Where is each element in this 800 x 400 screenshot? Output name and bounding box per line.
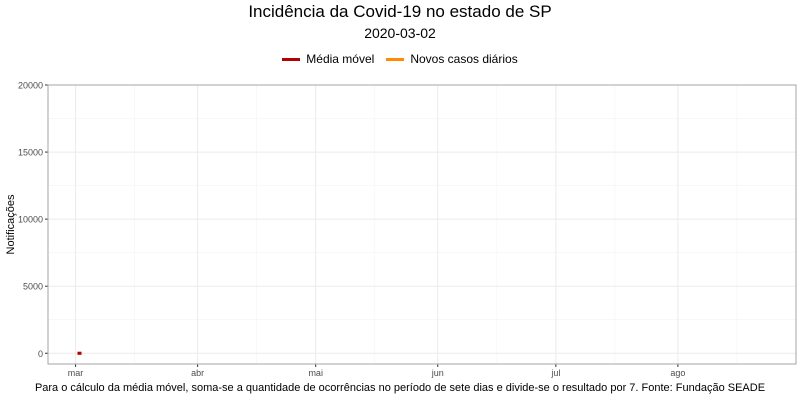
x-tick-label: mai (308, 368, 323, 378)
y-tick-label: 5000 (23, 282, 43, 292)
legend-label-novos-casos: Novos casos diários (410, 52, 518, 66)
chart-subtitle: 2020-03-02 (364, 25, 436, 41)
chart-caption: Para o cálculo da média móvel, soma-se a… (34, 382, 766, 394)
y-tick-label: 10000 (18, 215, 43, 225)
legend-label-media-movel: Média móvel (306, 52, 375, 66)
chart-legend: Média móvel Novos casos diários (0, 52, 800, 66)
x-tick-label: abr (191, 368, 204, 378)
chart-title: Incidência da Covid-19 no estado de SP (248, 2, 552, 21)
y-tick-label: 15000 (18, 148, 43, 158)
x-tick-label: ago (670, 368, 685, 378)
legend-item-novos-casos: Novos casos diários (386, 52, 518, 66)
x-tick-label: mar (68, 368, 84, 378)
y-tick-label: 20000 (18, 81, 43, 91)
legend-item-media-movel: Média móvel (282, 52, 374, 66)
x-tick-label: jul (550, 368, 560, 378)
y-axis-label: Notificações (5, 194, 17, 254)
legend-swatch-media-movel (282, 57, 301, 61)
plot-panel (48, 85, 796, 364)
plot-border (47, 84, 797, 365)
legend-swatch-novos-casos (386, 57, 405, 61)
x-tick-label: jun (431, 368, 444, 378)
y-tick-label: 0 (38, 349, 43, 359)
